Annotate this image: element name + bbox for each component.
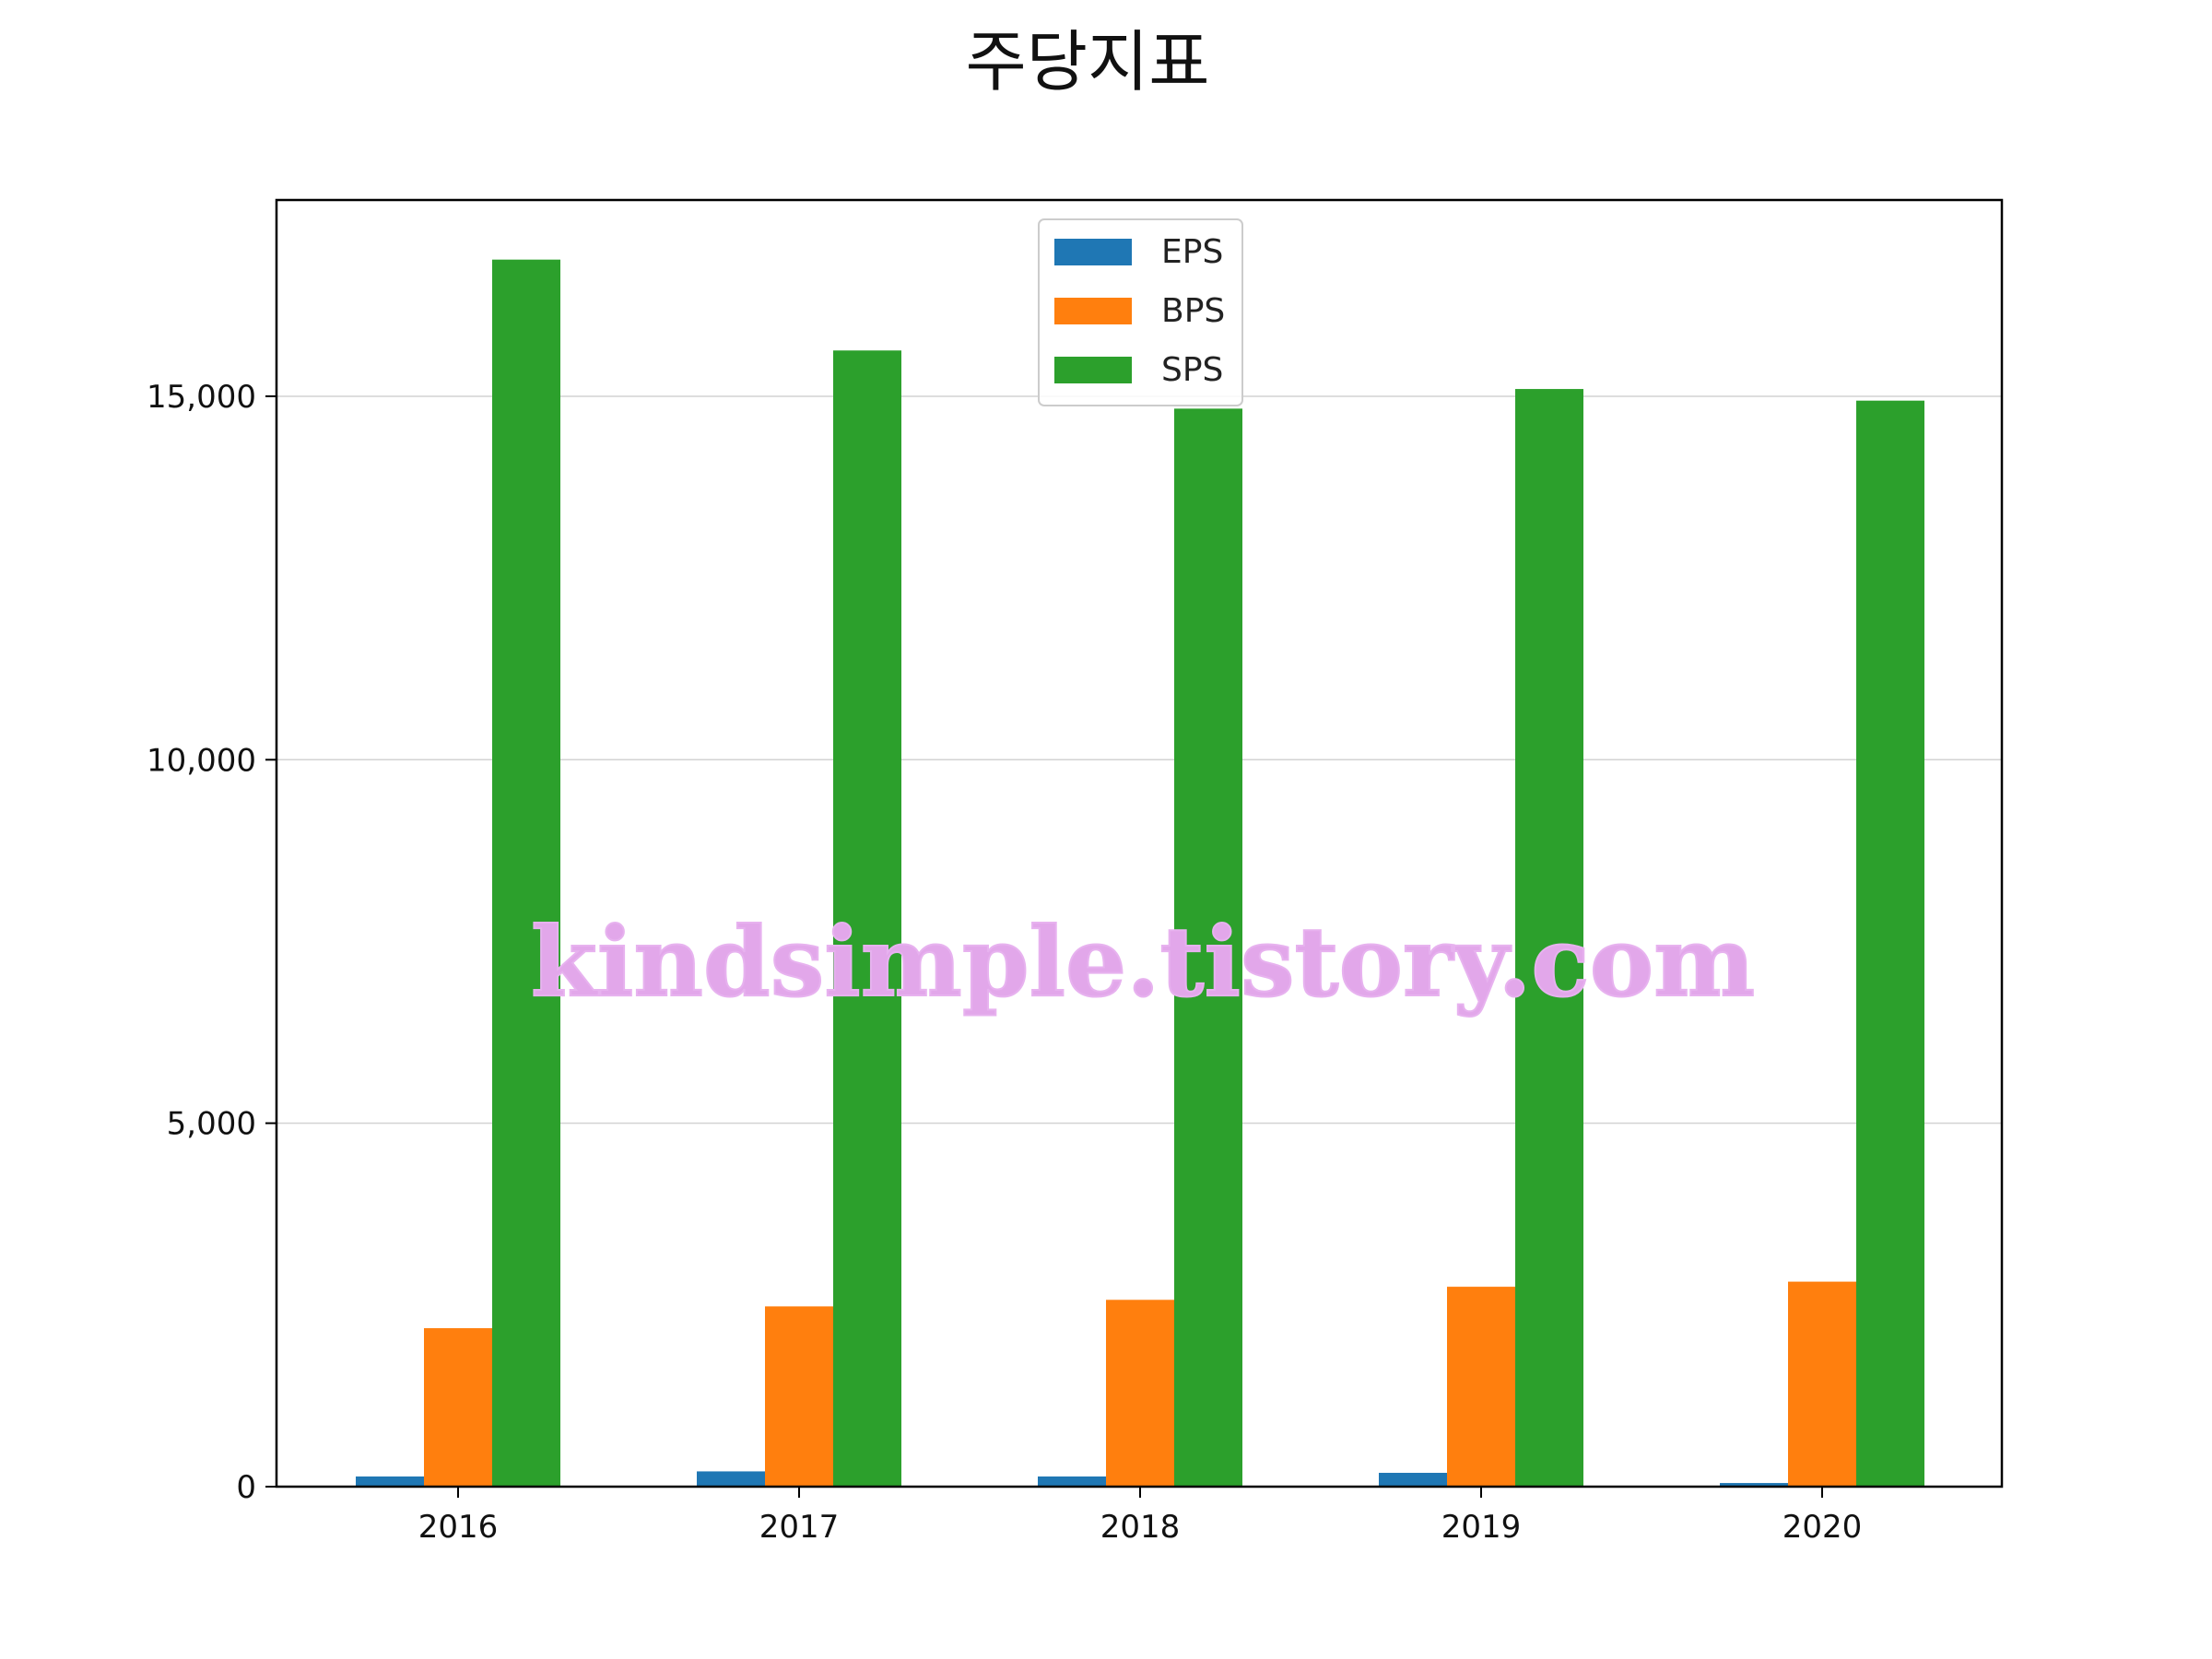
- legend-swatch-eps: [1054, 239, 1132, 265]
- watermark-text: kindsimple.tistory.com: [531, 905, 1755, 1018]
- bar-eps-2020: [1720, 1483, 1788, 1487]
- x-tick-label: 2017: [759, 1509, 840, 1546]
- legend-swatch-bps: [1054, 298, 1132, 324]
- y-tick-label: 0: [236, 1469, 256, 1506]
- bar-sps-2016: [492, 259, 560, 1487]
- bar-bps-2020: [1788, 1281, 1856, 1487]
- bar-eps-2019: [1379, 1473, 1447, 1487]
- chart-title: 주당지표: [966, 23, 1210, 100]
- bar-bps-2016: [424, 1328, 492, 1487]
- bar-sps-2018: [1174, 408, 1242, 1487]
- bars: [356, 259, 1924, 1488]
- legend-label-eps: EPS: [1161, 233, 1223, 271]
- bar-bps-2019: [1447, 1287, 1515, 1487]
- axes: 0 5,000 10,000 15,000 2016 2017 2018 2019 2020: [147, 379, 1862, 1546]
- legend-label-bps: BPS: [1161, 292, 1225, 330]
- x-tick-label: 2020: [1783, 1509, 1863, 1546]
- x-tick-label: 2019: [1441, 1509, 1522, 1546]
- bar-bps-2017: [765, 1306, 833, 1487]
- x-tick-label: 2016: [418, 1509, 499, 1546]
- legend-label-sps: SPS: [1161, 351, 1223, 389]
- y-tick-label: 15,000: [147, 379, 256, 416]
- y-tick-label: 10,000: [147, 742, 256, 779]
- bar-sps-2020: [1856, 400, 1924, 1487]
- bar-eps-2016: [356, 1476, 424, 1487]
- x-tick-label: 2018: [1100, 1509, 1181, 1546]
- bar-sps-2019: [1515, 389, 1583, 1487]
- legend: EPS BPS SPS: [1038, 218, 1243, 406]
- bar-eps-2017: [697, 1471, 765, 1487]
- bar-bps-2018: [1106, 1300, 1174, 1487]
- bar-eps-2018: [1038, 1476, 1106, 1487]
- y-tick-label: 5,000: [167, 1106, 256, 1143]
- legend-swatch-sps: [1054, 357, 1132, 383]
- bar-sps-2017: [833, 350, 901, 1488]
